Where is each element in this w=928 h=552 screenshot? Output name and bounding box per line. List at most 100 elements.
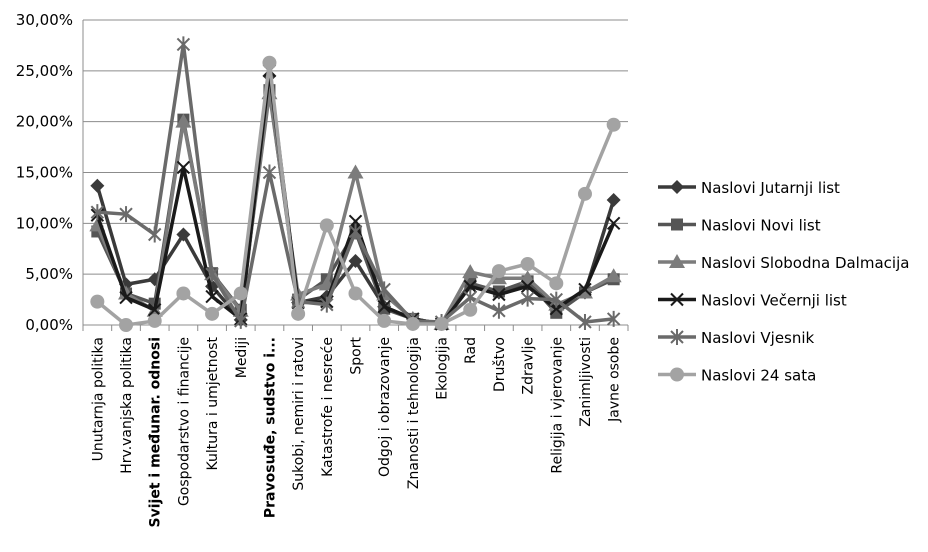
x-tick-label: Zanimljivosti (578, 337, 594, 427)
data-point (348, 214, 363, 229)
data-point (377, 281, 391, 298)
data-point (291, 306, 306, 321)
data-point (319, 218, 334, 233)
data-point (90, 294, 105, 309)
legend-item: Naslovi Jutarnji list (658, 179, 840, 197)
legend-label: Naslovi Vjesnik (701, 329, 815, 347)
data-point (606, 192, 621, 207)
x-tick-label: Hrv.vanjska politika (119, 337, 135, 474)
series-5 (90, 36, 621, 330)
data-point (434, 316, 449, 331)
data-point (176, 160, 191, 175)
data-point (90, 204, 105, 221)
x-axis: Unutarnja politika Hrv.vanjska politika Sv… (82, 324, 629, 527)
data-point (605, 268, 622, 283)
data-point (491, 264, 506, 279)
data-point (205, 266, 219, 283)
legend-marker (671, 218, 683, 231)
x-tick-label: Društvo (492, 337, 508, 392)
data-point (578, 282, 592, 297)
legend-label: Naslovi Slobodna Dalmacija (701, 254, 909, 272)
legend-marker (670, 180, 684, 194)
data-point (347, 164, 364, 179)
data-point (577, 186, 592, 201)
x-tick-label: Zdravlje (521, 337, 537, 395)
y-tick-label: 10,00% (16, 214, 73, 232)
data-point (606, 310, 621, 327)
legend-item: Naslovi Slobodna Dalmacija (658, 254, 909, 272)
data-point (148, 303, 162, 317)
data-point (119, 290, 133, 305)
data-point (578, 313, 592, 330)
data-point (378, 302, 391, 315)
data-point (119, 318, 134, 332)
legend-label: Naslovi 24 sata (701, 367, 816, 385)
x-tick-label: Mediji (234, 337, 250, 378)
data-point (119, 206, 133, 223)
data-point (234, 312, 248, 329)
legend-item: Naslovi Vjesnik (658, 329, 815, 347)
data-point (176, 227, 191, 242)
y-tick-label: 15,00% (16, 164, 73, 182)
x-tick-label: Javne osobe (607, 337, 623, 423)
y-tick-label: 30,00% (16, 11, 73, 29)
y-tick-label: 20,00% (16, 113, 73, 131)
legend-item: Naslovi Večernji list (658, 292, 847, 310)
legend-label: Naslovi Novi list (701, 217, 821, 235)
data-point (205, 306, 220, 321)
data-point (148, 226, 162, 243)
series-layer (89, 36, 622, 332)
legend-label: Naslovi Jutarnji list (701, 179, 840, 197)
legend-item: Naslovi Novi list (658, 217, 821, 235)
data-point (606, 216, 621, 231)
x-tick-label: Gospodarstvo i financije (176, 337, 192, 506)
y-tick-label: 5,00% (25, 265, 73, 283)
data-point (405, 316, 420, 331)
data-point (175, 113, 192, 128)
data-point (90, 178, 105, 193)
data-point (176, 286, 191, 301)
x-tick-label: Sukobi, nemiri i ratovi (291, 337, 307, 491)
x-tick-label: Rad (463, 337, 479, 364)
data-point (147, 313, 162, 328)
data-point (519, 270, 536, 285)
data-point (377, 313, 392, 328)
data-point (205, 289, 219, 304)
data-point (348, 223, 363, 240)
x-tick-label: Odgoj i obrazovanje (377, 337, 393, 477)
data-point (549, 276, 564, 291)
legend-label: Naslovi Večernji list (701, 292, 847, 310)
x-tick-label: Katastrofe i nesreće (320, 337, 336, 477)
data-point (492, 287, 506, 302)
legend-marker (670, 367, 684, 382)
data-point (463, 302, 478, 317)
x-tick-label: Religija i vjerovanje (549, 337, 565, 474)
data-point (520, 257, 535, 271)
data-point (262, 55, 277, 70)
x-tick-label: Pravosuđe, sudstvo i... (262, 337, 278, 518)
data-point (606, 117, 621, 132)
x-tick-label: Unutarnja politika (90, 337, 106, 461)
series-6 (90, 55, 621, 332)
legend-marker (669, 254, 685, 268)
x-tick-label: Svijet i međunar. odnosi (148, 337, 164, 527)
data-point (520, 290, 535, 307)
data-point (377, 299, 391, 314)
data-point (233, 286, 248, 301)
data-point (520, 279, 535, 294)
x-tick-label: Znanosti i tehnologija (406, 337, 422, 489)
x-tick-label: Sport (349, 336, 365, 374)
x-tick-label: Kultura i umjetnost (205, 337, 221, 471)
data-point (462, 264, 479, 279)
legend-marker (670, 329, 684, 345)
data-point (176, 36, 191, 53)
data-point (463, 279, 477, 294)
data-point (348, 253, 363, 268)
data-point (549, 291, 563, 308)
legend-item: Naslovi 24 sata (658, 367, 816, 385)
y-tick-label: 0,00% (25, 316, 73, 334)
data-point (262, 164, 277, 181)
x-tick-label: Ekologija (435, 337, 451, 400)
y-tick-label: 25,00% (16, 62, 73, 80)
